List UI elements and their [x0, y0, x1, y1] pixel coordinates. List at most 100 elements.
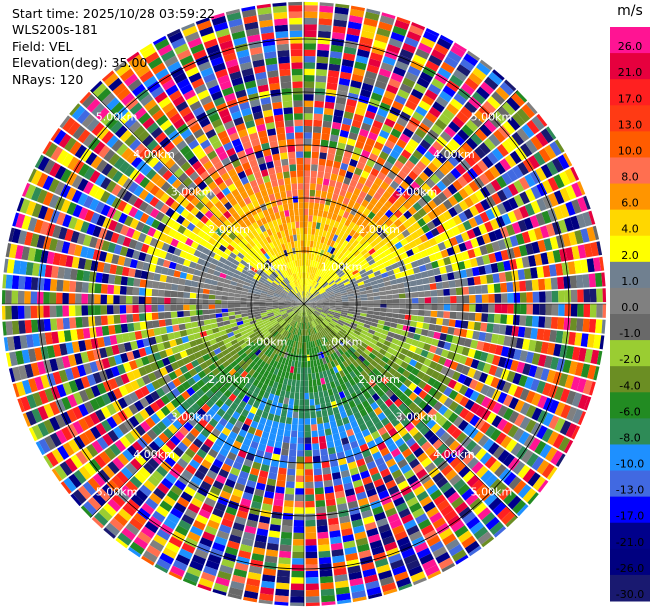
velocity-gate [69, 280, 77, 292]
velocity-gate [309, 307, 315, 312]
velocity-gate [322, 300, 330, 302]
velocity-gate [569, 318, 578, 331]
velocity-gate [473, 321, 482, 331]
velocity-gate [374, 33, 389, 44]
velocity-gate [171, 283, 179, 291]
velocity-gate [472, 267, 480, 277]
velocity-gate [562, 152, 573, 167]
velocity-gate [342, 304, 349, 307]
velocity-gate [464, 387, 474, 399]
velocity-gate [319, 563, 332, 571]
velocity-gate [428, 237, 438, 247]
velocity-gate [437, 213, 447, 224]
velocity-gate [599, 335, 605, 350]
velocity-gate [317, 531, 329, 539]
velocity-gate [185, 273, 194, 281]
velocity-gate [432, 140, 444, 152]
velocity-gate [379, 129, 390, 140]
velocity-gate [308, 295, 314, 300]
velocity-gate [305, 481, 314, 489]
velocity-gate [427, 210, 437, 221]
velocity-gate [322, 250, 327, 258]
velocity-gate [407, 332, 415, 339]
velocity-gate [458, 242, 467, 252]
velocity-gate [328, 310, 335, 314]
velocity-gate [304, 298, 307, 304]
velocity-gate [601, 272, 606, 287]
velocity-gate [287, 462, 296, 470]
velocity-gate [588, 381, 596, 396]
velocity-gate [363, 116, 374, 126]
velocity-gate [158, 312, 165, 320]
velocity-gate [327, 185, 335, 194]
velocity-gate [431, 78, 445, 90]
velocity-gate [325, 88, 337, 97]
velocity-gate [310, 288, 316, 294]
velocity-gate [335, 302, 343, 304]
velocity-gate [11, 290, 19, 304]
velocity-gate [423, 284, 431, 291]
velocity-gate [341, 276, 348, 282]
velocity-gate [523, 217, 534, 230]
velocity-gate [367, 273, 376, 279]
velocity-gate [354, 306, 362, 310]
velocity-gate [448, 207, 458, 218]
velocity-gate [1, 305, 6, 320]
velocity-gate [596, 304, 603, 318]
velocity-gate [488, 364, 498, 376]
velocity-gate [344, 259, 351, 266]
velocity-gate [183, 298, 190, 304]
velocity-gate [338, 330, 346, 336]
velocity-gate [528, 437, 541, 452]
velocity-gate [580, 259, 589, 273]
velocity-gate [452, 215, 463, 226]
velocity-gate [311, 280, 316, 287]
velocity-gate [344, 283, 352, 288]
velocity-gate [514, 413, 525, 427]
velocity-gate [88, 282, 96, 293]
velocity-gate [341, 308, 349, 311]
velocity-gate [345, 33, 360, 43]
velocity-gate [312, 221, 317, 229]
velocity-gate [282, 442, 290, 450]
velocity-gate [314, 94, 325, 102]
velocity-gate [346, 27, 361, 37]
velocity-gate [417, 197, 427, 208]
velocity-gate [309, 307, 315, 312]
velocity-gate [278, 557, 291, 565]
velocity-gate [333, 220, 340, 229]
velocity-gate [491, 355, 501, 366]
velocity-gate [304, 301, 310, 304]
velocity-gate [321, 243, 327, 251]
velocity-gate [320, 290, 326, 295]
velocity-gate [455, 252, 464, 262]
velocity-gate [440, 131, 452, 143]
velocity-gate [417, 291, 425, 298]
velocity-gate [378, 252, 387, 259]
velocity-gate [475, 405, 486, 418]
velocity-gate [332, 316, 339, 322]
velocity-gate [468, 217, 478, 228]
velocity-gate [516, 361, 526, 374]
velocity-gate [227, 304, 235, 308]
velocity-gate [309, 307, 315, 311]
velocity-gate [433, 390, 443, 401]
velocity-gate [375, 327, 383, 334]
velocity-gate [24, 291, 31, 304]
velocity-gate [507, 183, 519, 196]
velocity-gate [475, 393, 486, 405]
velocity-gate [304, 437, 312, 444]
velocity-gate [348, 237, 356, 245]
velocity-gate [183, 292, 191, 298]
velocity-gate [364, 224, 372, 233]
velocity-gate [417, 355, 426, 364]
velocity-gate [416, 227, 425, 237]
velocity-gate [402, 325, 410, 332]
velocity-gate [433, 43, 449, 56]
velocity-gate [456, 146, 469, 159]
velocity-gate [394, 328, 403, 335]
velocity-gate [11, 275, 20, 289]
velocity-gate [337, 84, 349, 93]
velocity-gate [331, 256, 338, 263]
velocity-gate [284, 493, 294, 501]
